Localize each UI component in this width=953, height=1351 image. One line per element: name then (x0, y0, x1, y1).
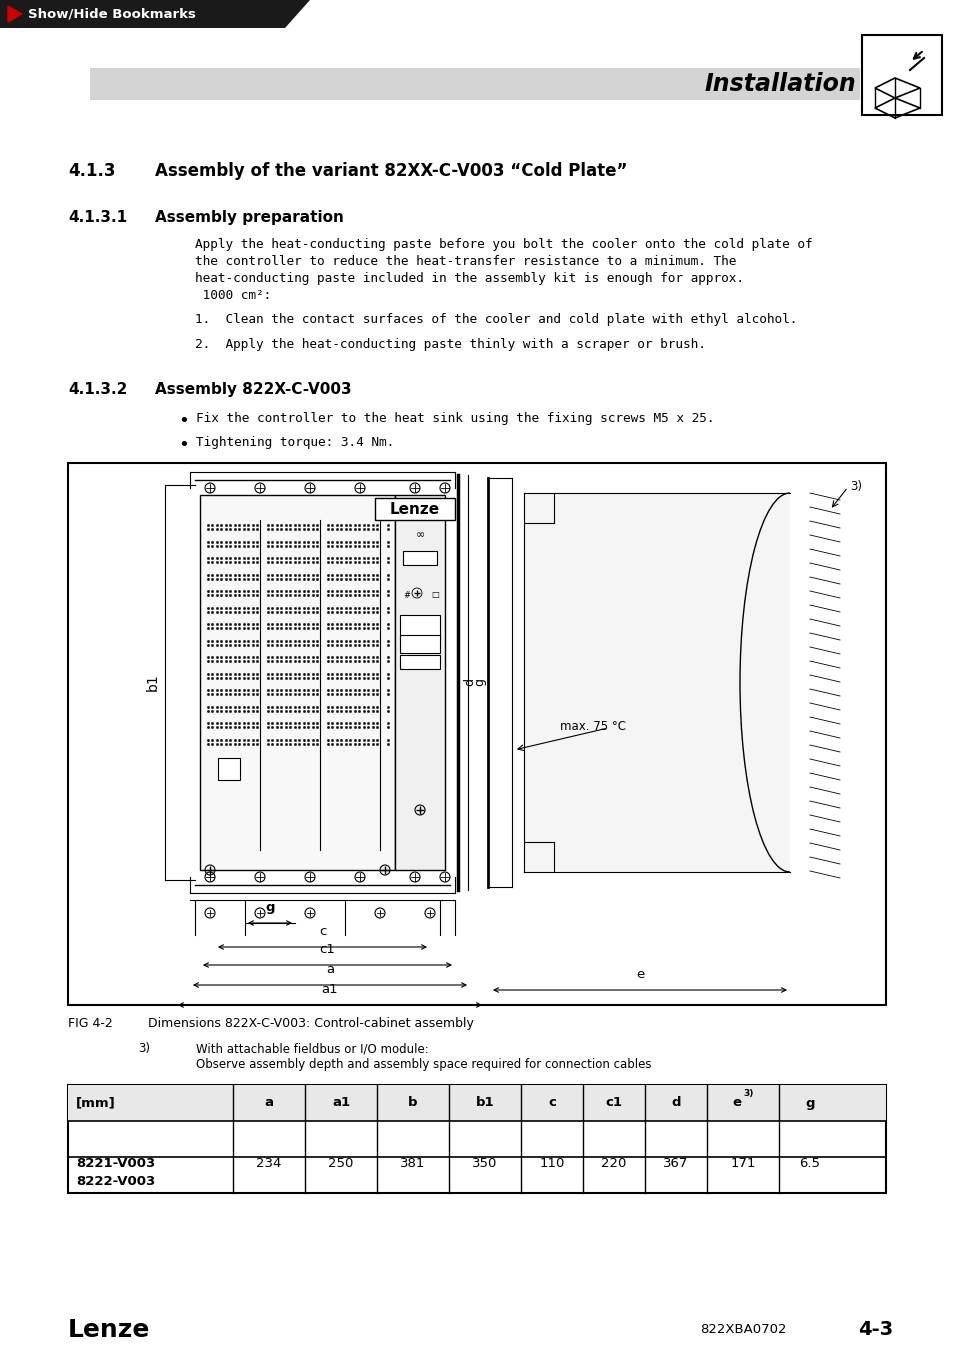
Text: e: e (732, 1097, 740, 1109)
Text: 1000 cm²:: 1000 cm²: (194, 289, 271, 303)
Text: •: • (178, 436, 189, 454)
Polygon shape (0, 0, 310, 28)
Text: 171: 171 (729, 1156, 755, 1170)
Text: b1: b1 (476, 1097, 494, 1109)
Text: 381: 381 (400, 1156, 425, 1170)
Text: 220: 220 (600, 1156, 626, 1170)
Bar (399, 635, 439, 653)
Polygon shape (8, 5, 22, 22)
Bar (395, 494, 444, 870)
Text: □: □ (431, 590, 438, 600)
Text: #: # (402, 590, 410, 600)
Text: e: e (636, 969, 643, 981)
Text: 350: 350 (472, 1156, 497, 1170)
Text: 4-3: 4-3 (857, 1320, 892, 1339)
Text: Assembly 822X-C-V003: Assembly 822X-C-V003 (154, 382, 352, 397)
Bar (200, 494, 395, 870)
Text: 3): 3) (849, 480, 862, 493)
Text: 3): 3) (138, 1042, 150, 1055)
Bar (524, 493, 789, 871)
Text: c: c (318, 925, 326, 938)
Text: 8221-V003: 8221-V003 (76, 1156, 155, 1170)
Text: 6.5: 6.5 (799, 1156, 820, 1170)
Text: •: • (178, 412, 189, 430)
Text: c1: c1 (319, 943, 335, 957)
Text: 250: 250 (328, 1156, 354, 1170)
Text: a: a (264, 1097, 274, 1109)
Text: With attachable fieldbus or I/O module:: With attachable fieldbus or I/O module: (195, 1042, 428, 1055)
Text: 3): 3) (742, 1089, 753, 1098)
Text: a1: a1 (321, 984, 338, 996)
Bar (375, 499, 455, 520)
Bar (402, 551, 436, 565)
Text: ∞: ∞ (415, 530, 424, 540)
Text: heat-conducting paste included in the assembly kit is enough for approx.: heat-conducting paste included in the as… (194, 272, 743, 285)
Text: 234: 234 (256, 1156, 281, 1170)
Bar (218, 758, 240, 780)
Text: g: g (473, 678, 486, 686)
Text: FIG 4-2: FIG 4-2 (68, 1017, 112, 1029)
Text: Assembly of the variant 82XX-C-V003 “Cold Plate”: Assembly of the variant 82XX-C-V003 “Col… (154, 162, 627, 180)
Bar (399, 615, 439, 640)
Text: a: a (326, 963, 334, 975)
Bar (399, 655, 439, 669)
Text: b1: b1 (146, 674, 160, 692)
Bar (90, 68, 859, 100)
Text: [mm]: [mm] (76, 1097, 115, 1109)
Text: d: d (671, 1097, 680, 1109)
Bar (68, 463, 885, 1005)
Text: 367: 367 (662, 1156, 688, 1170)
Text: max. 75 °C: max. 75 °C (559, 720, 625, 734)
Text: 4.1.3.1: 4.1.3.1 (68, 209, 127, 226)
Text: Apply the heat-conducting paste before you bolt the cooler onto the cold plate o: Apply the heat-conducting paste before y… (194, 238, 812, 251)
Text: Installation: Installation (703, 72, 855, 96)
Text: 1.  Clean the contact surfaces of the cooler and cold plate with ethyl alcohol.: 1. Clean the contact surfaces of the coo… (194, 313, 797, 326)
Text: 4.1.3: 4.1.3 (68, 162, 115, 180)
Text: a1: a1 (332, 1097, 350, 1109)
Text: b: b (408, 1097, 417, 1109)
Text: 8222-V003: 8222-V003 (76, 1175, 155, 1188)
Bar (68, 1085, 885, 1193)
Text: 822XBA0702: 822XBA0702 (700, 1323, 785, 1336)
Text: Lenze: Lenze (390, 501, 439, 516)
Text: Lenze: Lenze (68, 1319, 151, 1342)
Text: Fix the controller to the heat sink using the fixing screws M5 x 25.: Fix the controller to the heat sink usin… (195, 412, 714, 426)
Text: Dimensions 822X-C-V003: Control-cabinet assembly: Dimensions 822X-C-V003: Control-cabinet … (148, 1017, 474, 1029)
Text: 2.  Apply the heat-conducting paste thinly with a scraper or brush.: 2. Apply the heat-conducting paste thinl… (194, 338, 705, 351)
Text: g: g (265, 901, 274, 915)
Text: 110: 110 (538, 1156, 564, 1170)
Text: Tightening torque: 3.4 Nm.: Tightening torque: 3.4 Nm. (195, 436, 394, 449)
Bar (862, 35, 941, 115)
Text: c: c (547, 1097, 556, 1109)
Text: Show/Hide Bookmarks: Show/Hide Bookmarks (28, 8, 195, 20)
Text: c1: c1 (605, 1097, 622, 1109)
Text: 4.1.3.2: 4.1.3.2 (68, 382, 128, 397)
Text: d: d (463, 678, 476, 686)
Text: the controller to reduce the heat-transfer resistance to a minimum. The: the controller to reduce the heat-transf… (194, 255, 736, 267)
Text: Observe assembly depth and assembly space required for connection cables: Observe assembly depth and assembly spac… (195, 1058, 651, 1071)
Text: g: g (804, 1097, 814, 1109)
Text: Assembly preparation: Assembly preparation (154, 209, 343, 226)
Bar (68, 1085, 885, 1121)
